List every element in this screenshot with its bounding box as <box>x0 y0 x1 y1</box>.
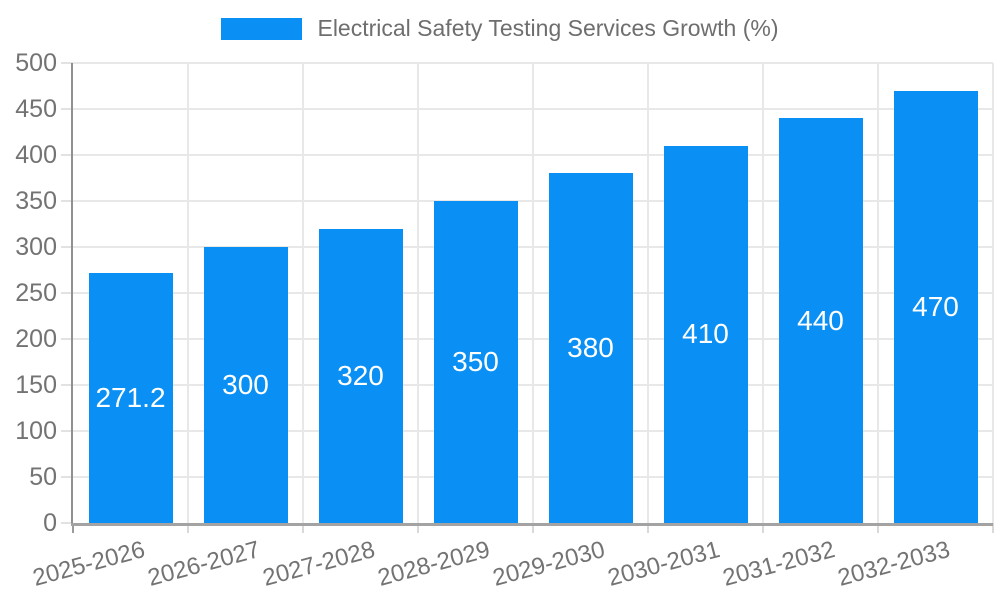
y-tick-label: 0 <box>43 509 57 537</box>
x-tick-label: 2027-2028 <box>259 536 378 592</box>
y-tick-mark <box>61 246 73 248</box>
v-gridline <box>187 63 189 523</box>
x-tick-label: 2028-2029 <box>374 536 493 592</box>
x-tick-mark <box>72 523 74 533</box>
bar[interactable]: 380 <box>548 173 633 523</box>
bar[interactable]: 470 <box>893 90 978 523</box>
y-tick-label: 450 <box>15 95 57 123</box>
bar[interactable]: 350 <box>433 201 518 523</box>
bar-value-label: 320 <box>337 359 384 391</box>
bar[interactable]: 300 <box>203 247 288 523</box>
legend-swatch <box>221 17 303 40</box>
x-tick-label: 2025-2026 <box>29 536 148 592</box>
y-tick-mark <box>61 430 73 432</box>
y-tick-label: 400 <box>15 141 57 169</box>
y-tick-mark <box>61 522 73 524</box>
y-tick-mark <box>61 154 73 156</box>
bar-value-label: 350 <box>452 346 499 377</box>
bar[interactable]: 440 <box>778 118 863 523</box>
y-axis-line <box>71 63 73 523</box>
y-tick-mark <box>61 292 73 294</box>
bar-value-label: 271.2 <box>95 382 166 414</box>
y-tick-label: 250 <box>15 279 57 307</box>
v-gridline <box>877 63 879 523</box>
legend-item[interactable]: Electrical Safety Testing Services Growt… <box>221 15 779 42</box>
v-gridline <box>992 63 994 523</box>
v-gridline <box>302 63 304 523</box>
y-tick-label: 200 <box>15 325 57 353</box>
x-tick-mark <box>417 523 419 533</box>
bar-value-label: 380 <box>567 332 614 364</box>
x-tick-label: 2030-2031 <box>604 536 723 592</box>
x-tick-mark <box>992 523 994 533</box>
bar[interactable]: 410 <box>663 145 748 523</box>
y-tick-mark <box>61 200 73 202</box>
y-tick-mark <box>61 384 73 386</box>
legend-label: Electrical Safety Testing Services Growt… <box>317 15 779 41</box>
v-gridline <box>532 63 534 523</box>
x-tick-mark <box>762 523 764 533</box>
y-tick-label: 300 <box>15 233 57 261</box>
x-axis-line <box>71 523 993 526</box>
x-tick-label: 2031-2032 <box>719 536 838 592</box>
y-tick-label: 500 <box>15 49 57 77</box>
x-tick-label: 2026-2027 <box>144 536 263 592</box>
y-tick-mark <box>61 338 73 340</box>
x-tick-mark <box>187 523 189 533</box>
y-tick-label: 350 <box>15 187 57 215</box>
y-tick-label: 100 <box>15 417 57 445</box>
v-gridline <box>762 63 764 523</box>
x-tick-mark <box>302 523 304 533</box>
y-tick-label: 150 <box>15 371 57 399</box>
x-tick-mark <box>877 523 879 533</box>
y-tick-label: 50 <box>29 463 57 491</box>
y-tick-mark <box>61 476 73 478</box>
x-tick-mark <box>532 523 534 533</box>
bar[interactable]: 320 <box>318 228 403 523</box>
x-tick-mark <box>647 523 649 533</box>
bar-value-label: 300 <box>222 369 269 400</box>
x-tick-label: 2032-2033 <box>834 536 953 592</box>
x-tick-label: 2029-2030 <box>489 536 608 592</box>
chart-legend: Electrical Safety Testing Services Growt… <box>0 15 1000 42</box>
y-tick-mark <box>61 108 73 110</box>
y-tick-mark <box>61 62 73 64</box>
bar-value-label: 470 <box>912 290 959 322</box>
bar[interactable]: 271.2 <box>88 273 173 523</box>
v-gridline <box>417 63 419 523</box>
bar-value-label: 440 <box>797 304 844 336</box>
v-gridline <box>647 63 649 523</box>
bar-value-label: 410 <box>682 318 729 350</box>
